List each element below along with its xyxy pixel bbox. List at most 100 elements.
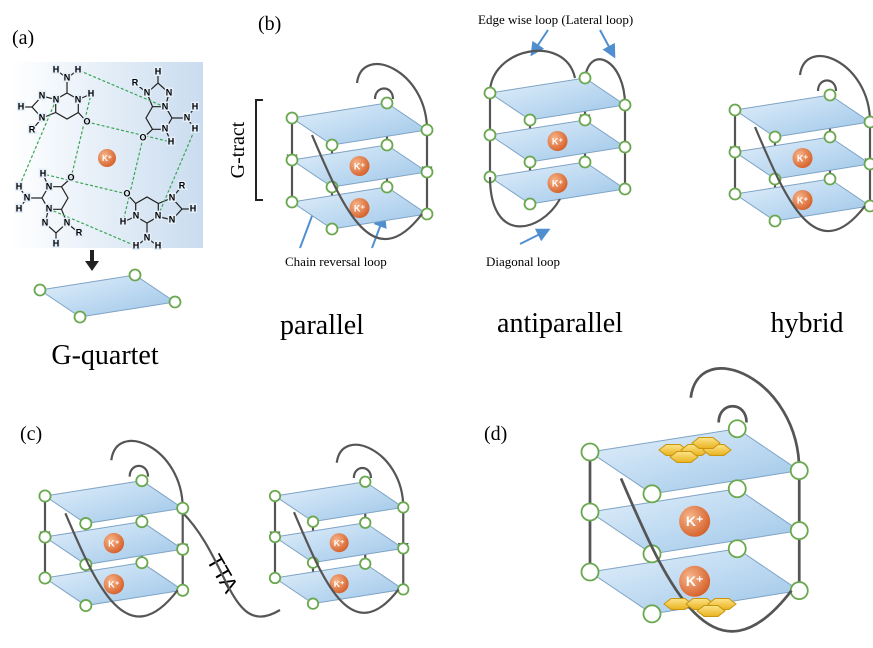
atom-label: H: [168, 136, 175, 146]
quartet-plate: [292, 103, 427, 145]
atom-label: O: [67, 172, 74, 182]
topology-name: hybrid: [770, 308, 843, 339]
guanine-bead: [39, 531, 50, 542]
ion-label: K⁺: [354, 203, 365, 213]
ion-label: K⁺: [552, 178, 563, 188]
atom-label: H: [75, 64, 82, 74]
atom-label: H: [53, 64, 60, 74]
guanine-bead: [360, 518, 370, 528]
guanine-bead: [643, 485, 660, 502]
guanine-bead: [422, 167, 433, 178]
atom-label: N: [133, 210, 140, 220]
guanine-bead: [729, 420, 746, 437]
figure: (a) (b) (c) (d) G-quartet G-tract parall…: [0, 0, 873, 648]
atom-label: N: [155, 210, 162, 220]
quartet-plate: [45, 481, 183, 524]
guanine-bead: [580, 157, 591, 168]
guanine-bead: [382, 140, 393, 151]
ion-label: K⁺: [334, 538, 345, 548]
atom-label: N: [46, 181, 53, 191]
guanine-bead: [620, 184, 631, 195]
guanine-bead: [825, 174, 836, 185]
guanine-bead: [620, 100, 631, 111]
ion-label: K⁺: [108, 539, 120, 549]
atom-label: N: [42, 217, 49, 227]
guanine-bead: [791, 582, 808, 599]
guanine-bead: [287, 113, 298, 124]
atom-label: H: [88, 88, 95, 98]
guanine-bead: [327, 224, 338, 235]
atom-label: R: [132, 77, 139, 87]
atom-label: H: [53, 238, 60, 248]
atom-label: O: [83, 116, 90, 126]
guanine-bead: [360, 559, 370, 569]
guanine-bead: [287, 155, 298, 166]
guanine-bead: [580, 115, 591, 126]
guanine-bead: [170, 297, 181, 308]
atom-label: H: [155, 66, 162, 76]
guanine-bead: [422, 209, 433, 220]
atom-label: R: [179, 180, 186, 190]
guanine-bead: [270, 491, 280, 501]
guanine-bead: [308, 516, 318, 526]
ion-label: K⁺: [552, 136, 563, 146]
strand: [719, 406, 747, 422]
guanine-bead: [825, 90, 836, 101]
atom-label: N: [184, 112, 191, 122]
ion-label: K⁺: [686, 573, 703, 589]
guanine-bead: [485, 130, 496, 141]
guanine-bead: [729, 480, 746, 497]
topology-name: parallel: [280, 310, 364, 341]
guanine-bead: [791, 522, 808, 539]
ion-label: K⁺: [108, 580, 120, 590]
atom-label: H: [16, 181, 23, 191]
guanine-bead: [130, 270, 141, 281]
quartet-plate: [735, 95, 870, 137]
atom-label: H: [192, 123, 199, 133]
guanine-bead: [525, 157, 536, 168]
guanine-bead: [287, 197, 298, 208]
atom-label: O: [123, 188, 130, 198]
guanine-bead: [770, 132, 781, 143]
ligand-ring: [692, 438, 720, 449]
bracket: [256, 100, 263, 200]
guanine-bead: [730, 189, 741, 200]
guanine-bead: [270, 573, 280, 583]
ion-label: K⁺: [354, 161, 365, 171]
quartet-plate: [275, 482, 403, 522]
atom-label: N: [24, 192, 31, 202]
guanine-bead: [327, 140, 338, 151]
ion-label: K⁺: [797, 153, 808, 163]
guanine-bead: [80, 600, 91, 611]
atom-label: H: [120, 216, 127, 226]
panel-label: (d): [484, 423, 507, 445]
atom-label: N: [64, 217, 71, 227]
guanine-bead: [382, 98, 393, 109]
guanine-bead: [730, 147, 741, 158]
guanine-bead: [39, 490, 50, 501]
guanine-bead: [398, 584, 408, 594]
topology-name: antiparallel: [497, 308, 623, 339]
quartet-plate: [590, 429, 799, 494]
guanine-bead: [730, 105, 741, 116]
g-tract-label: G-tract: [227, 121, 249, 178]
guanine-bead: [825, 132, 836, 143]
guanine-bead: [360, 477, 370, 487]
atom-label: N: [144, 232, 151, 242]
atom-label: H: [192, 101, 199, 111]
loop-label: Diagonal loop: [486, 254, 560, 269]
guanine-bead: [865, 201, 873, 212]
guanine-bead: [398, 502, 408, 512]
ion-label: K⁺: [797, 195, 808, 205]
atom-label: R: [76, 227, 83, 237]
atom-label: N: [166, 87, 173, 97]
atom-label: H: [155, 240, 162, 250]
guanine-bead: [525, 199, 536, 210]
atom-label: N: [64, 72, 71, 82]
panel-label: (b): [258, 13, 281, 35]
guanine-bead: [620, 142, 631, 153]
guanine-bead: [865, 117, 873, 128]
atom-label: H: [40, 168, 47, 178]
guanine-bead: [485, 88, 496, 99]
atom-label: N: [162, 123, 169, 133]
